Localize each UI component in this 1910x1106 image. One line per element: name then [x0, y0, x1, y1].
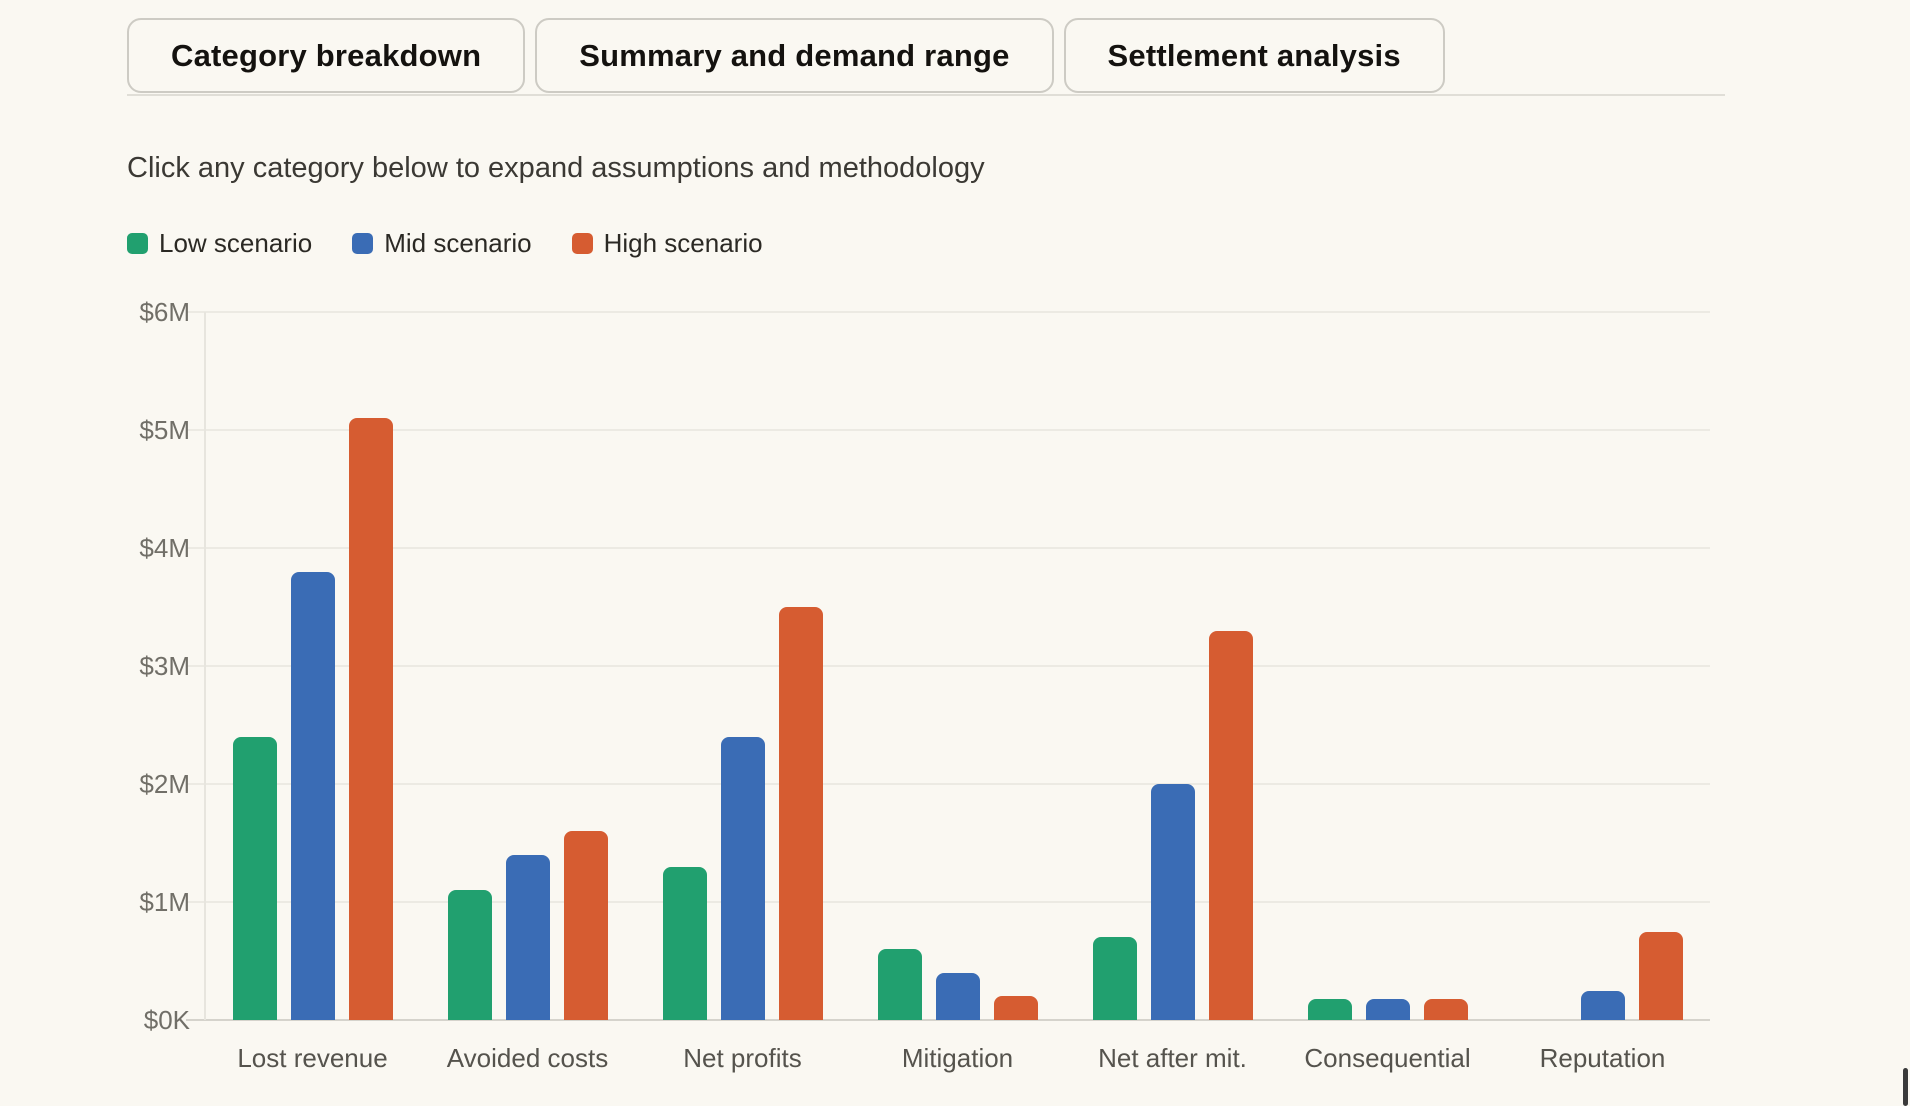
legend-swatch-high-scenario: [571, 233, 593, 254]
gridline-5m: [186, 429, 1710, 431]
bar-net-after-mit-low-scenario: [1092, 937, 1137, 1020]
gridline-6m: [186, 311, 1710, 313]
y-tick-label: $5M: [139, 415, 190, 445]
tab-bar-divider: [127, 94, 1725, 96]
bar-mitigation-mid-scenario: [935, 972, 980, 1020]
y-tick-label: $4M: [139, 533, 190, 563]
x-category-label-avoided-costs: Avoided costs: [446, 1043, 609, 1073]
x-category-label-mitigation: Mitigation: [901, 1043, 1014, 1073]
legend-item-high-scenario: High scenario: [571, 228, 763, 259]
bar-avoided-costs-mid-scenario: [505, 854, 550, 1020]
y-tick-label: $2M: [139, 769, 190, 799]
legend-swatch-mid-scenario: [352, 233, 374, 254]
legend-item-mid-scenario: Mid scenario: [352, 228, 532, 259]
x-category-label-net-after-mit: Net after mit.: [1098, 1043, 1247, 1073]
legend-label: Mid scenario: [384, 228, 532, 258]
bar-avoided-costs-low-scenario: [447, 890, 492, 1020]
tab-category-breakdown[interactable]: Category breakdown: [127, 18, 526, 93]
y-tick-label: $3M: [139, 651, 190, 681]
bar-net-profits-high-scenario: [778, 607, 823, 1020]
y-tick-label: $0K: [143, 1005, 190, 1035]
bar-net-after-mit-high-scenario: [1208, 630, 1253, 1020]
bar-reputation-high-scenario: [1638, 931, 1683, 1020]
gridline-4m: [186, 547, 1710, 549]
bar-lost-revenue-high-scenario: [348, 418, 393, 1020]
x-category-label-lost-revenue: Lost revenue: [237, 1043, 388, 1073]
tab-summary-and-demand-range[interactable]: Summary and demand range: [535, 18, 1054, 93]
y-tick-label: $1M: [139, 887, 190, 917]
legend-swatch-low-scenario: [127, 233, 148, 254]
bar-consequential-low-scenario: [1307, 999, 1352, 1020]
bar-net-profits-mid-scenario: [720, 736, 765, 1020]
tab-bar: Category breakdown Summary and demand ran…: [127, 18, 1445, 93]
gridline-1m: [186, 901, 1710, 903]
bar-reputation-mid-scenario: [1580, 990, 1625, 1020]
scrollbar-thumb[interactable]: [1903, 1068, 1908, 1106]
bar-avoided-costs-high-scenario: [563, 831, 608, 1020]
gridline-2m: [186, 783, 1710, 785]
y-tick-label: $6M: [139, 297, 190, 327]
bar-mitigation-low-scenario: [877, 949, 922, 1020]
bar-consequential-high-scenario: [1423, 999, 1468, 1020]
legend-label: Low scenario: [159, 228, 313, 258]
legend-item-low-scenario: Low scenario: [127, 228, 312, 259]
y-axis-line: [204, 312, 206, 1020]
chart-legend: Low scenario Mid scenario High scenario: [127, 228, 763, 259]
legend-label: High scenario: [603, 228, 763, 258]
tab-settlement-analysis[interactable]: Settlement analysis: [1063, 18, 1445, 93]
bar-consequential-mid-scenario: [1365, 999, 1410, 1020]
bar-net-after-mit-mid-scenario: [1150, 784, 1195, 1020]
x-category-label-reputation: Reputation: [1539, 1043, 1666, 1073]
chart-subtitle: Click any category below to expand assum…: [127, 152, 985, 184]
gridline-3m: [186, 665, 1710, 667]
bar-mitigation-high-scenario: [993, 996, 1038, 1020]
x-category-label-consequential: Consequential: [1304, 1043, 1471, 1073]
x-axis-baseline: [186, 1019, 1710, 1021]
bar-lost-revenue-low-scenario: [232, 736, 277, 1020]
x-category-label-net-profits: Net profits: [683, 1043, 802, 1073]
bar-lost-revenue-mid-scenario: [290, 571, 335, 1020]
bar-net-profits-low-scenario: [662, 866, 707, 1020]
